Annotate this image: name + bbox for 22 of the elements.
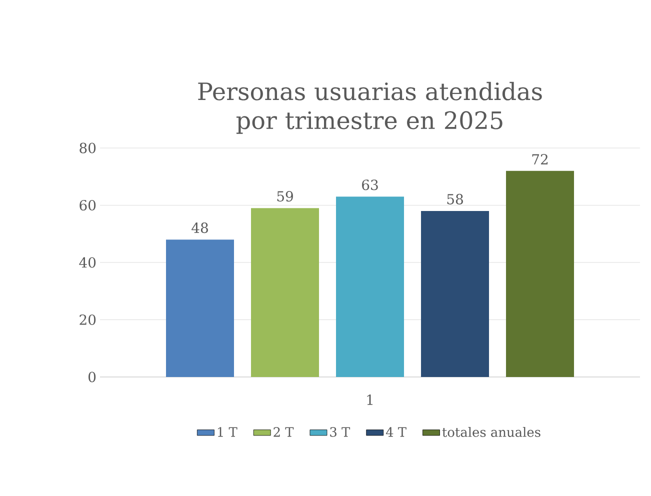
y-tick-label: 0 bbox=[88, 372, 96, 382]
bar bbox=[251, 208, 320, 377]
bar bbox=[336, 196, 404, 377]
data-label: 72 bbox=[532, 154, 548, 164]
chart-title: Personas usuarias atendidas por trimestre en 2025 bbox=[198, 82, 542, 134]
bar bbox=[166, 240, 234, 377]
y-tick-label: 20 bbox=[80, 314, 96, 326]
legend-label: 3 T bbox=[330, 427, 350, 437]
bar bbox=[506, 170, 574, 377]
data-label: 59 bbox=[277, 191, 293, 202]
legend-label: 1 T bbox=[218, 427, 238, 437]
legend-label: 4 T bbox=[386, 427, 406, 437]
legend-label: totales anuales bbox=[442, 426, 540, 437]
data-label: 63 bbox=[362, 180, 378, 190]
x-tick-label: 1 bbox=[367, 394, 372, 405]
y-tick-label: 80 bbox=[80, 142, 96, 154]
legend-label: 2 T bbox=[274, 427, 294, 437]
bar bbox=[421, 210, 490, 377]
data-label: 58 bbox=[447, 194, 463, 204]
y-tick-label: 40 bbox=[79, 257, 96, 268]
data-label: 48 bbox=[192, 222, 208, 234]
y-tick-label: 60 bbox=[80, 200, 96, 211]
